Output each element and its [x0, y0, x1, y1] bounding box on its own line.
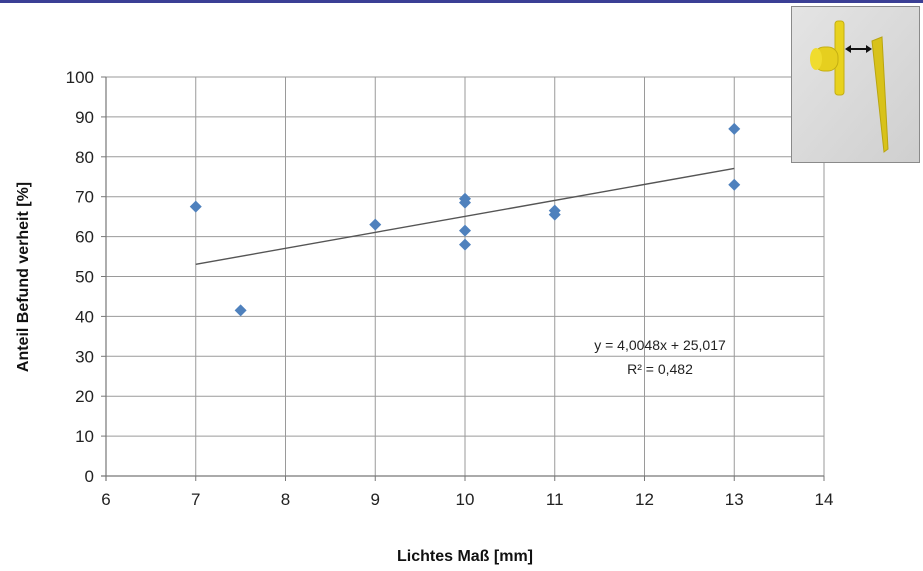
data-point	[728, 178, 741, 191]
x-tick-label: 14	[815, 490, 834, 509]
data-point	[459, 238, 471, 251]
y-tick-label: 80	[75, 148, 94, 167]
axes	[101, 76, 825, 481]
data-points	[189, 122, 741, 317]
data-point	[369, 218, 382, 231]
data-point	[459, 196, 471, 209]
data-point	[459, 224, 471, 237]
y-tick-label: 50	[75, 268, 94, 287]
x-tick-label: 13	[725, 490, 744, 509]
data-point	[548, 208, 561, 221]
y-tick-label: 70	[75, 188, 94, 207]
x-tick-labels: 6 7 8 9 10 11 12 13 14	[101, 490, 833, 509]
y-tick-label: 20	[75, 387, 94, 406]
yellow-clip-photo-icon	[792, 7, 919, 162]
trendline	[195, 167, 735, 266]
data-point	[189, 200, 202, 213]
trendline-equation: y = 4,0048x + 25,017	[594, 337, 726, 353]
y-tick-labels: 0 10 20 30 40 50 60 70 80 90 100	[66, 68, 94, 486]
y-tick-label: 30	[75, 347, 94, 366]
y-tick-label: 100	[66, 68, 94, 87]
x-tick-label: 7	[191, 490, 200, 509]
trendline-group	[195, 167, 735, 266]
x-tick-label: 10	[456, 490, 475, 509]
x-axis-label: Lichtes Maß [mm]	[397, 548, 533, 565]
x-tick-label: 11	[546, 490, 564, 509]
y-tick-label: 40	[75, 307, 94, 326]
data-point	[234, 304, 247, 317]
y-tick-label: 10	[75, 427, 94, 446]
y-tick-label: 90	[75, 108, 94, 127]
grid-lines	[106, 76, 825, 476]
x-tick-label: 6	[101, 490, 110, 509]
x-tick-label: 9	[371, 490, 380, 509]
trendline-r-squared: R² = 0,482	[627, 361, 693, 377]
double-arrow-icon	[845, 45, 872, 53]
y-tick-label: 0	[85, 467, 94, 486]
y-tick-label: 60	[75, 228, 94, 247]
header-rule	[0, 0, 923, 3]
x-tick-label: 8	[281, 490, 290, 509]
product-photo-inset	[791, 6, 920, 163]
data-point	[728, 122, 741, 135]
x-tick-label: 12	[635, 490, 654, 509]
y-axis-label: Anteil Befund verheit [%]	[15, 182, 32, 372]
